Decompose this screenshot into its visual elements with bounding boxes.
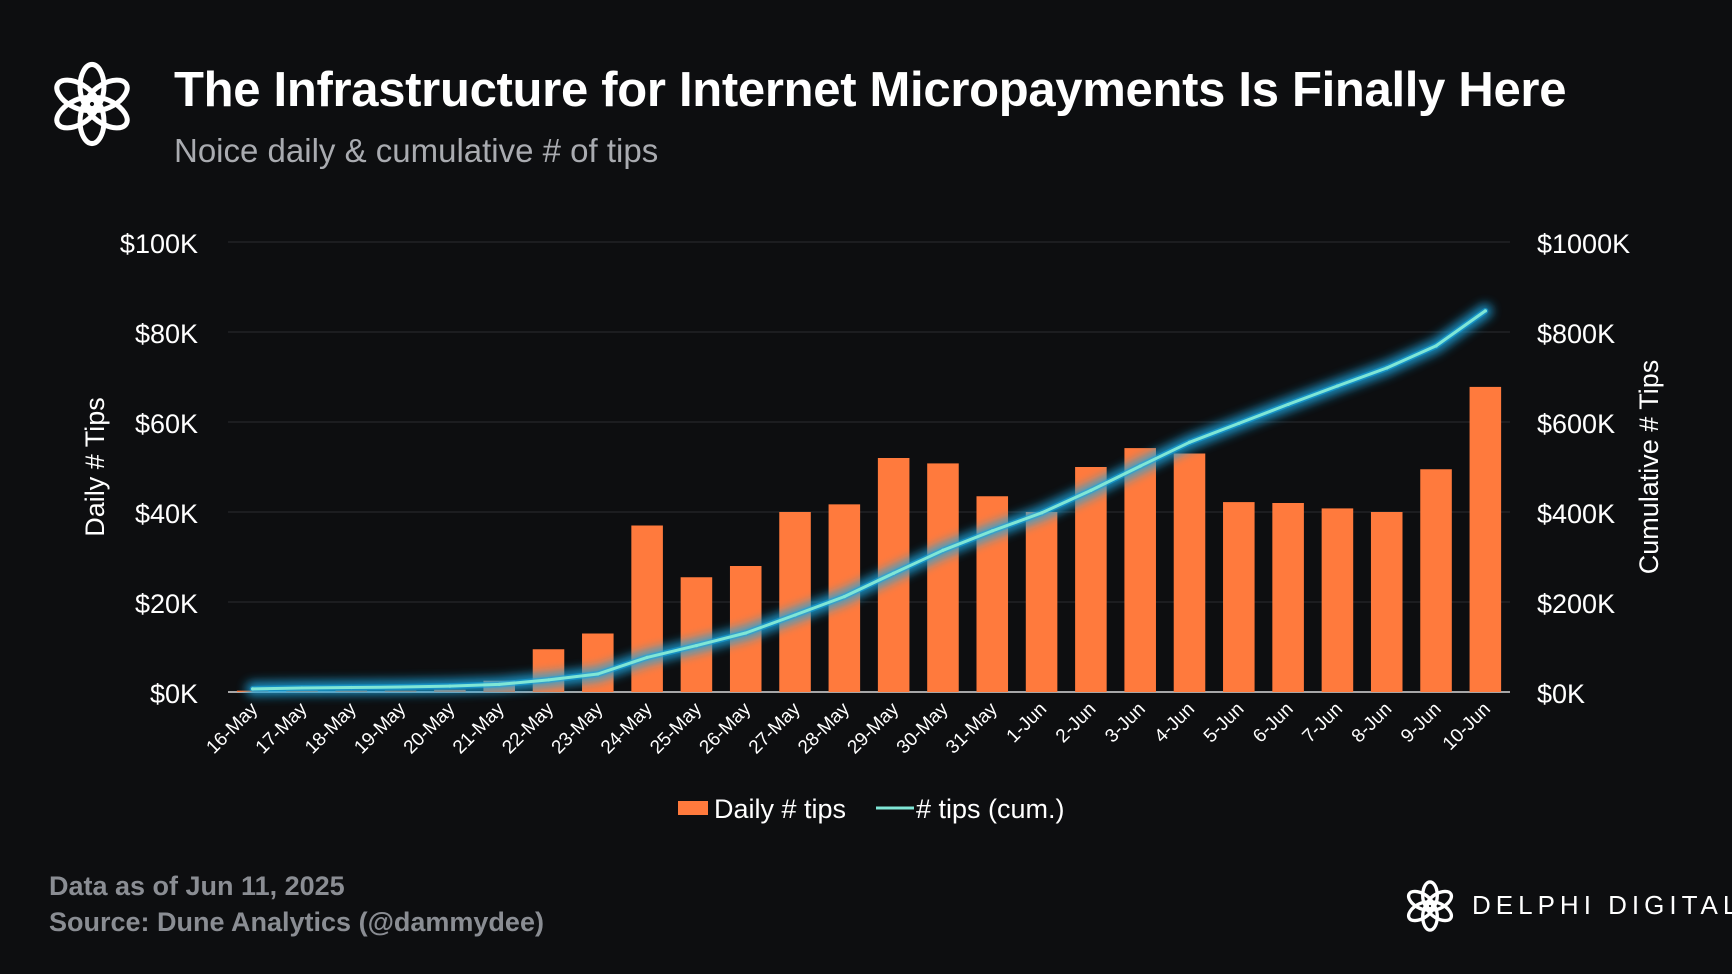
brand-logo-icon bbox=[1406, 880, 1454, 932]
line-point-25-May bbox=[694, 644, 699, 648]
line-point-18-May bbox=[349, 685, 353, 690]
bar-3-Jun bbox=[1124, 448, 1156, 692]
x-tick-label: 3-Jun bbox=[1101, 699, 1149, 747]
left-tick-label: $20K bbox=[135, 589, 198, 619]
x-tick-label: 10-Jun bbox=[1439, 699, 1495, 755]
source-note: Source: Dune Analytics (@dammydee) bbox=[49, 907, 544, 937]
line-point-22-May bbox=[546, 678, 551, 682]
x-tick-label: 5-Jun bbox=[1200, 699, 1248, 747]
line-point-19-May bbox=[398, 685, 403, 689]
left-tick-label: $40K bbox=[135, 499, 198, 529]
right-tick-label: $1000K bbox=[1537, 229, 1630, 259]
data-date-note: Data as of Jun 11, 2025 bbox=[49, 871, 345, 901]
legend-label-cumulative: # tips (cum.) bbox=[916, 794, 1065, 824]
bar-2-Jun bbox=[1075, 467, 1107, 692]
bar-6-Jun bbox=[1272, 503, 1304, 692]
line-point-26-May bbox=[744, 631, 748, 635]
x-tick-label: 8-Jun bbox=[1348, 699, 1396, 747]
bar-1-Jun bbox=[1025, 512, 1058, 692]
x-tick-label: 29-May bbox=[844, 698, 904, 758]
page-subtitle: Noice daily & cumulative # of tips bbox=[174, 132, 659, 169]
cumulative-line bbox=[251, 309, 1487, 691]
bar-5-Jun bbox=[1223, 502, 1255, 692]
x-tick-label: 28-May bbox=[794, 698, 854, 758]
x-tick-label: 21-May bbox=[449, 698, 509, 758]
x-tick-label: 22-May bbox=[498, 698, 558, 758]
grid-lines bbox=[228, 241, 1510, 693]
legend: Daily # tips # tips (cum.) bbox=[678, 794, 1065, 824]
legend-label-daily: Daily # tips bbox=[714, 794, 846, 824]
x-tick-label: 2-Jun bbox=[1052, 699, 1100, 747]
x-tick-label: 19-May bbox=[350, 698, 410, 758]
line-point-2-Jun bbox=[1089, 488, 1093, 492]
x-tick-label: 20-May bbox=[400, 698, 460, 758]
bar-23-May bbox=[582, 633, 614, 692]
left-tick-label: $80K bbox=[135, 319, 198, 349]
x-tick-label: 24-May bbox=[597, 698, 657, 758]
line-point-8-Jun bbox=[1385, 366, 1389, 370]
line-point-5-Jun bbox=[1237, 421, 1241, 425]
bar-9-Jun bbox=[1420, 469, 1452, 692]
x-tick-label: 7-Jun bbox=[1298, 699, 1346, 747]
bar-10-Jun bbox=[1469, 386, 1502, 692]
x-tick-label: 30-May bbox=[893, 698, 953, 758]
right-tick-label: $800K bbox=[1537, 319, 1615, 349]
line-point-31-May bbox=[990, 529, 994, 533]
right-tick-label: $400K bbox=[1537, 499, 1615, 529]
left-axis-title: Daily # Tips bbox=[80, 397, 110, 537]
line-point-21-May bbox=[497, 682, 501, 686]
line-point-27-May bbox=[793, 613, 797, 617]
line-point-10-Jun bbox=[1483, 309, 1487, 313]
x-tick-label: 4-Jun bbox=[1151, 699, 1199, 747]
bar-4-Jun bbox=[1173, 453, 1206, 692]
brand-name: DELPHI DIGITAL bbox=[1472, 890, 1732, 920]
line-point-20-May bbox=[448, 684, 452, 688]
x-tick-label: 27-May bbox=[745, 698, 805, 758]
line-point-1-Jun bbox=[1039, 511, 1044, 515]
left-tick-label: $0K bbox=[150, 679, 198, 709]
left-tick-label: $60K bbox=[135, 409, 198, 439]
x-tick-label: 6-Jun bbox=[1249, 699, 1297, 747]
x-tick-label: 26-May bbox=[696, 698, 756, 758]
line-point-6-Jun bbox=[1286, 402, 1290, 407]
x-tick-label: 23-May bbox=[548, 698, 608, 758]
legend-swatch-bar bbox=[678, 801, 708, 815]
line-series bbox=[245, 303, 1493, 696]
delphi-logo-icon bbox=[54, 61, 130, 147]
line-point-4-Jun bbox=[1187, 440, 1192, 444]
x-tick-label: 17-May bbox=[252, 698, 312, 758]
line-point-7-Jun bbox=[1335, 384, 1340, 388]
page-title: The Infrastructure for Internet Micropay… bbox=[174, 63, 1567, 117]
x-tick-label: 16-May bbox=[203, 698, 263, 758]
line-point-24-May bbox=[645, 655, 649, 659]
x-tick-label: 31-May bbox=[942, 698, 1002, 758]
right-tick-label: $0K bbox=[1537, 679, 1585, 709]
right-tick-label: $200K bbox=[1537, 589, 1615, 619]
bar-27-May bbox=[779, 512, 811, 692]
bar-30-May bbox=[927, 463, 959, 692]
line-point-9-Jun bbox=[1434, 344, 1438, 348]
bar-8-Jun bbox=[1370, 512, 1403, 692]
x-tick-label: 18-May bbox=[301, 698, 361, 758]
right-axis-title: Cumulative # Tips bbox=[1634, 360, 1664, 575]
line-point-17-May bbox=[300, 686, 304, 690]
line-point-30-May bbox=[941, 548, 945, 552]
line-point-16-May bbox=[251, 687, 255, 691]
line-point-23-May bbox=[596, 672, 600, 676]
bar-7-Jun bbox=[1321, 508, 1354, 692]
line-point-3-Jun bbox=[1138, 464, 1142, 468]
bar-25-May bbox=[680, 577, 713, 692]
left-tick-label: $100K bbox=[120, 229, 198, 259]
line-point-28-May bbox=[842, 595, 846, 599]
bar-series bbox=[236, 386, 1502, 692]
right-tick-label: $600K bbox=[1537, 409, 1615, 439]
line-point-29-May bbox=[892, 571, 896, 575]
x-tick-label: 1-Jun bbox=[1003, 699, 1051, 747]
x-tick-label: 25-May bbox=[646, 698, 706, 758]
